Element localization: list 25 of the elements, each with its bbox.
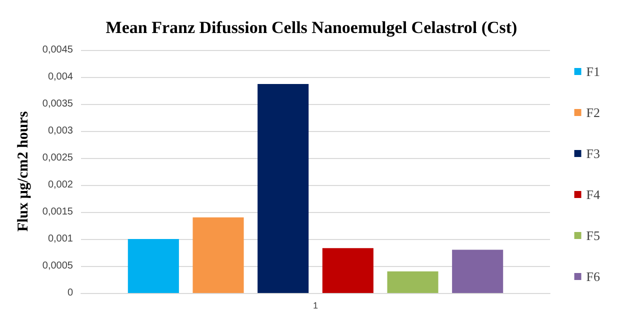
y-tick-label: 0,004	[48, 72, 74, 82]
y-tick-label: 0,002	[48, 180, 74, 190]
y-tick-label: 0	[67, 288, 74, 298]
bar	[322, 248, 374, 293]
bar	[258, 84, 309, 293]
bar	[387, 271, 438, 293]
legend-label: F3	[586, 146, 600, 161]
y-tick-label: 0,0005	[42, 260, 74, 272]
legend-label: F4	[586, 187, 600, 202]
y-tick-label: 0,0025	[42, 152, 74, 164]
y-tick-label: 0,0045	[42, 44, 74, 56]
bar	[452, 250, 504, 293]
legend-label: F5	[586, 228, 600, 243]
y-tick-label: 0,0035	[42, 98, 74, 110]
bar	[128, 239, 179, 293]
chart-title: Mean Franz Difussion Cells Nanoemulgel Celastrol (Cst)	[106, 18, 518, 37]
legend-label: F1	[586, 64, 600, 79]
y-axis-title: Flux µg/cm2 hours	[16, 111, 32, 232]
legend-label: F6	[586, 269, 600, 284]
legend-label: F2	[586, 105, 600, 120]
y-tick-label: 0,001	[48, 234, 74, 244]
bar	[192, 217, 244, 293]
y-tick-label: 0,0015	[42, 206, 74, 218]
y-tick-label: 0,003	[48, 126, 74, 136]
x-tick-label: 1	[312, 300, 318, 310]
